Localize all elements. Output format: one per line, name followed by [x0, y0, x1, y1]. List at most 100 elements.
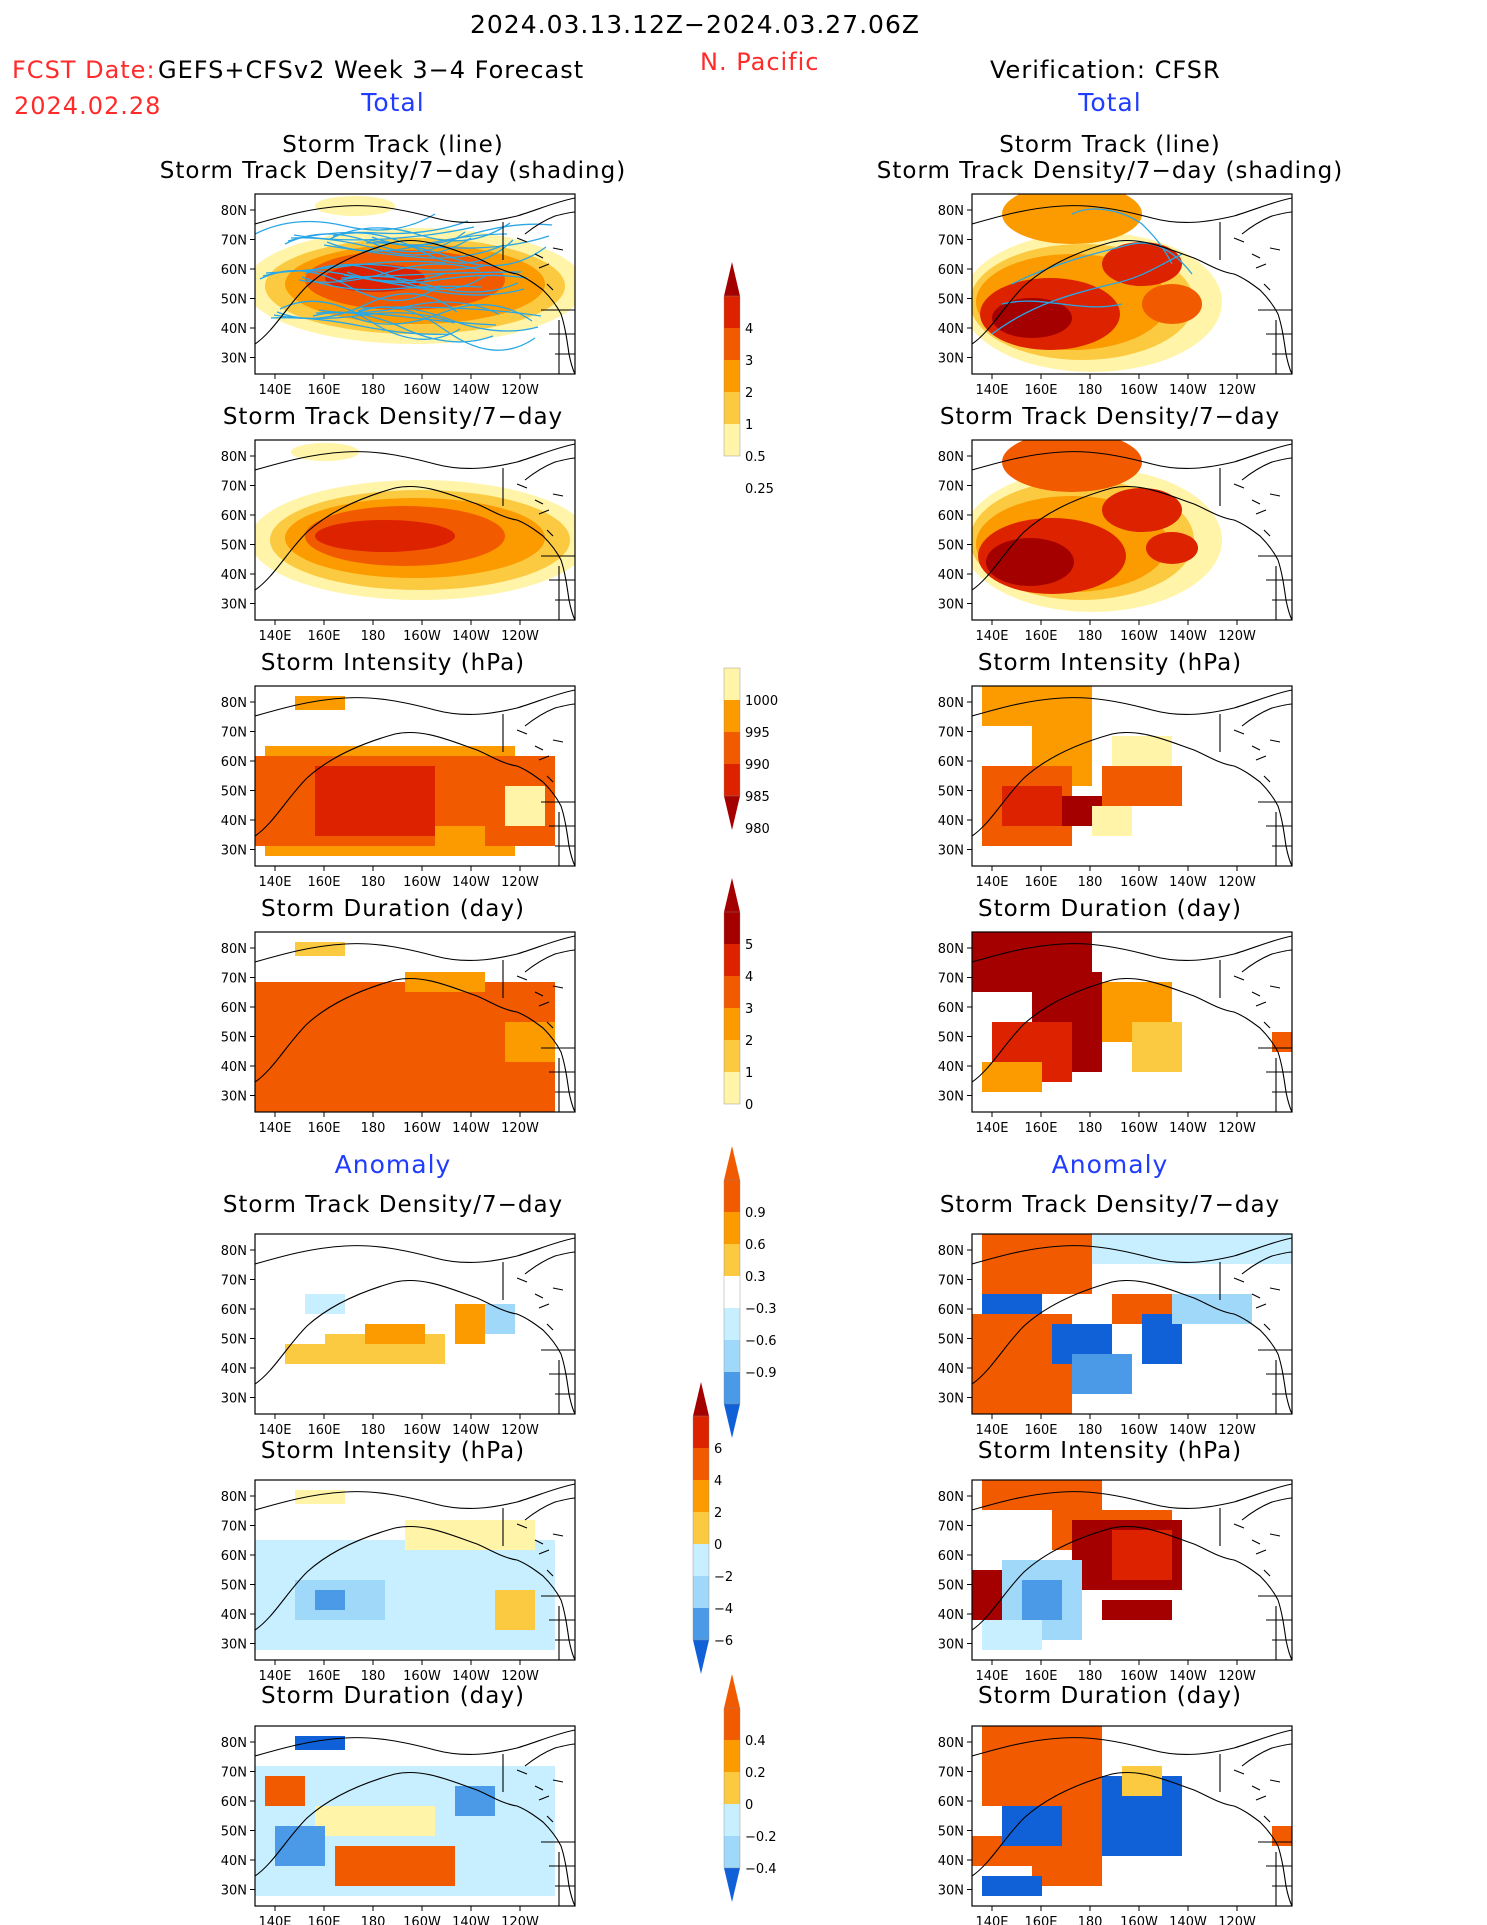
lon-tick-label: 160W — [1120, 1669, 1158, 1684]
fcst-date-label: FCST Date: — [12, 56, 156, 84]
lon-tick-label: 180 — [361, 1423, 386, 1438]
lat-tick-label: 80N — [221, 1244, 247, 1259]
lon-tick-label: 120W — [1218, 1915, 1256, 1925]
l6-fields — [255, 1480, 575, 1660]
colorbar-label: 0 — [714, 1538, 722, 1553]
lat-tick-label: 70N — [221, 1274, 247, 1289]
lon-tick-label: 140W — [1169, 629, 1207, 644]
anomaly-cell — [982, 1726, 1102, 1806]
lat-tick-label: 80N — [938, 942, 964, 957]
lon-tick-label: 160E — [1024, 1669, 1057, 1684]
lon-tick-label: 160E — [307, 1915, 340, 1925]
lat-tick-label: 40N — [221, 814, 247, 829]
colorbar-label: −0.2 — [745, 1830, 777, 1845]
lat-tick-label: 80N — [938, 1244, 964, 1259]
r7-fields — [972, 1726, 1292, 1906]
l3-coastline — [255, 689, 575, 866]
lon-tick-label: 140E — [975, 1423, 1008, 1438]
l1-fields — [255, 194, 575, 374]
colorbar-segment — [724, 912, 740, 944]
colorbar-label: −2 — [714, 1570, 733, 1585]
density-shade — [315, 520, 455, 552]
colorbar-label: 2 — [714, 1506, 722, 1521]
r2-coastline — [972, 443, 1292, 620]
density-shade — [1002, 194, 1142, 244]
colorbar-segment — [724, 976, 740, 1008]
anomaly-cell — [285, 1344, 345, 1364]
lon-tick-label: 120W — [1218, 1121, 1256, 1136]
lon-tick-label: 180 — [1078, 1915, 1103, 1925]
anomaly-cell — [495, 1590, 535, 1630]
lon-tick-label: 120W — [501, 875, 539, 890]
lat-tick-label: 70N — [938, 972, 964, 987]
lon-tick-label: 140W — [452, 383, 490, 398]
lat-tick-label: 80N — [938, 696, 964, 711]
colorbar-label: 980 — [745, 822, 770, 837]
lon-tick-label: 180 — [361, 1915, 386, 1925]
colorbar-segment — [724, 764, 740, 796]
lon-tick-label: 160W — [1120, 1915, 1158, 1925]
lat-tick-label: 50N — [938, 293, 964, 308]
colorbar-label: 0.25 — [745, 482, 774, 497]
colorbar-intensity-anom: 6 4 2 0 −2 −4 −6 — [692, 1382, 733, 1674]
lat-tick-label: 50N — [221, 293, 247, 308]
lon-tick-label: 140E — [975, 1121, 1008, 1136]
anomaly-cell — [305, 1294, 345, 1314]
l4-fields — [255, 932, 575, 1112]
colorbar-segment — [693, 1480, 709, 1512]
lon-tick-label: 160E — [307, 629, 340, 644]
anomaly-cell — [982, 1234, 1092, 1294]
colorbar-label: 4 — [714, 1474, 722, 1489]
storm-tracks — [255, 213, 553, 351]
colorbar-segment — [724, 1836, 740, 1868]
l2-fields — [255, 440, 575, 620]
left-section-total: Total — [361, 88, 425, 117]
colorbar-segment — [724, 1072, 740, 1104]
lon-tick-label: 180 — [1078, 1121, 1103, 1136]
right-section-anomaly: Anomaly — [1051, 1150, 1169, 1179]
colorbar-segment — [693, 1608, 709, 1640]
colorbar-label: 0.4 — [745, 1734, 766, 1749]
l5-coastline — [255, 1237, 575, 1414]
lon-tick-label: 140W — [1169, 1121, 1207, 1136]
colorbar-label: −0.9 — [745, 1366, 777, 1381]
lon-tick-label: 140W — [1169, 1915, 1207, 1925]
r5-map: 80N 70N 60N 50N 40N 30N 140E 160E 180 160W 140W 120… — [938, 1233, 1293, 1438]
lat-tick-label: 60N — [938, 1549, 964, 1564]
lon-tick-label: 160E — [307, 1669, 340, 1684]
colorbar-density-total: 4 3 2 1 0.5 0.25 — [723, 262, 774, 497]
colorbar-label: −0.4 — [745, 1862, 777, 1877]
lon-tick-label: 180 — [361, 1121, 386, 1136]
lon-tick-label: 140E — [258, 383, 291, 398]
lon-tick-label: 120W — [501, 1423, 539, 1438]
colorbar-label: 5 — [745, 938, 753, 953]
lon-tick-label: 160E — [1024, 1121, 1057, 1136]
colorbar-label: 995 — [745, 726, 770, 741]
lat-tick-label: 40N — [938, 1854, 964, 1869]
r6-coastline — [972, 1483, 1292, 1660]
lat-tick-label: 60N — [221, 1303, 247, 1318]
lat-tick-label: 60N — [938, 1001, 964, 1016]
colorbar-label: 0 — [745, 1098, 753, 1113]
lat-tick-label: 70N — [221, 726, 247, 741]
r6-title: Storm Intensity (hPa) — [977, 1438, 1243, 1464]
lat-tick-label: 30N — [221, 844, 247, 859]
colorbar-segment — [724, 1804, 740, 1836]
lon-tick-label: 140E — [258, 629, 291, 644]
lat-tick-label: 50N — [938, 1579, 964, 1594]
colorbar-label: 1 — [745, 418, 753, 433]
lat-tick-label: 50N — [221, 1825, 247, 1840]
anomaly-cell — [315, 1806, 435, 1836]
colorbar-label: 0.3 — [745, 1270, 766, 1285]
colorbar-segment — [693, 1512, 709, 1544]
lat-tick-label: 70N — [938, 234, 964, 249]
colorbar-label: 0.6 — [745, 1238, 766, 1253]
l3-title: Storm Intensity (hPa) — [260, 650, 526, 676]
colorbar-segment — [724, 1040, 740, 1072]
colorbar-label: 1000 — [745, 694, 778, 709]
lat-tick-label: 30N — [938, 1090, 964, 1105]
lon-tick-label: 180 — [361, 1669, 386, 1684]
anomaly-cell — [455, 1304, 485, 1344]
lon-tick-label: 120W — [501, 1669, 539, 1684]
